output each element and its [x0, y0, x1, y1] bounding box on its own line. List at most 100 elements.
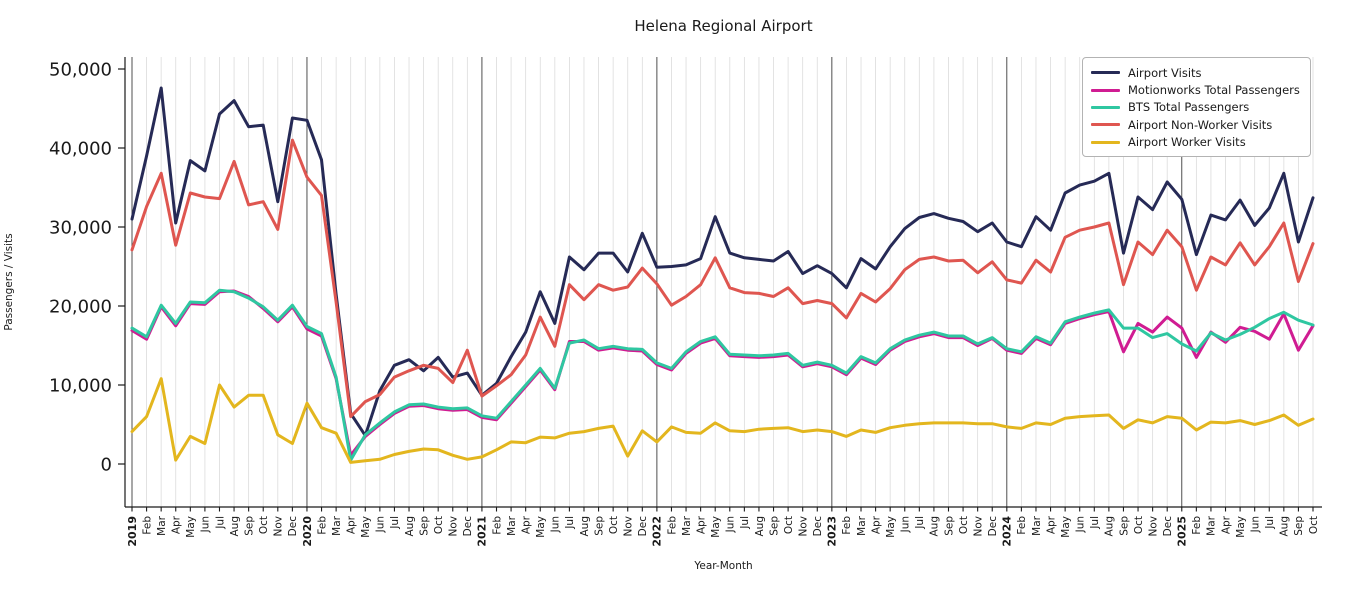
x-tick-label: Apr [520, 515, 532, 534]
legend-swatch-icon [1091, 105, 1120, 109]
y-tick-label: 20,000 [49, 297, 112, 318]
x-axis-label: Year-Month [694, 560, 753, 572]
x-tick-label: Apr [1045, 515, 1057, 534]
x-tick-label: Jul [1089, 516, 1101, 530]
x-tick-label: Jun [200, 516, 212, 533]
x-tick-label: Sep [418, 516, 430, 536]
x-tick-label: Feb [841, 516, 853, 535]
x-tick-label: Jul [739, 516, 751, 530]
x-tick-label: Mar [1031, 515, 1043, 535]
x-tick-label: Sep [593, 516, 605, 536]
legend-swatch-icon [1091, 88, 1120, 92]
x-tick-label: Jun [375, 516, 387, 533]
series-line-bts-total-passengers [130, 288, 1315, 462]
x-tick-label: Aug [579, 516, 591, 537]
x-tick-label: Jun [1249, 516, 1261, 533]
x-tick-label: Nov [1147, 516, 1159, 537]
x-tick-label: May [360, 516, 372, 538]
x-tick-label: Sep [1293, 516, 1305, 536]
x-tick-label: Feb [1191, 516, 1203, 535]
x-tick-label: Nov [273, 516, 285, 537]
x-tick-label: Dec [812, 516, 824, 537]
x-tick-label: Feb [141, 516, 153, 535]
legend-swatch-icon [1091, 123, 1120, 127]
x-tick-label: Sep [768, 516, 780, 536]
x-tick-label: Oct [1133, 516, 1145, 534]
x-tick-label: Jun [1075, 516, 1087, 533]
x-tick-label: Oct [1308, 516, 1320, 534]
chart-title: Helena Regional Airport [634, 17, 813, 35]
x-tick-label: Oct [783, 516, 795, 534]
x-tick-label: Mar [856, 515, 868, 535]
x-tick-label: 2022 [651, 516, 664, 547]
legend-swatch-icon [1091, 140, 1120, 144]
x-tick-label: Jul [1264, 516, 1276, 530]
x-tick-label: Aug [229, 516, 241, 537]
y-axis-label: Passengers / Visits [3, 233, 15, 331]
x-tick-label: 2020 [301, 516, 314, 547]
x-tick-label: Feb [316, 516, 328, 535]
x-tick-label: Aug [1104, 516, 1116, 537]
x-tick-label: 2025 [1176, 516, 1189, 547]
x-tick-label: Nov [623, 516, 635, 537]
x-tick-label: Oct [258, 516, 270, 534]
legend-item: Airport Worker Visits [1091, 134, 1302, 151]
x-tick-label: May [185, 516, 197, 538]
x-tick-label: Apr [1220, 515, 1232, 534]
x-tick-label: Apr [171, 515, 183, 534]
x-tick-label: Dec [1162, 516, 1174, 537]
x-tick-label: Dec [637, 516, 649, 537]
x-tick-label: May [1235, 516, 1247, 538]
x-tick-label: Oct [608, 516, 620, 534]
series-line-airport-visits [130, 86, 1315, 438]
x-tick-label: Mar [1206, 515, 1218, 535]
x-tick-label: May [710, 516, 722, 538]
x-tick-label: Nov [448, 516, 460, 537]
x-tick-label: Dec [287, 516, 299, 537]
legend-item: Airport Non-Worker Visits [1091, 116, 1302, 133]
legend-item: Airport Visits [1091, 64, 1302, 81]
x-tick-label: Jun [725, 516, 737, 533]
x-tick-label: 2019 [126, 516, 139, 547]
legend-label: BTS Total Passengers [1128, 100, 1250, 115]
y-tick-label: 30,000 [49, 218, 112, 239]
x-tick-label: Apr [870, 515, 882, 534]
x-tick-label: Sep [243, 516, 255, 536]
x-tick-label: Dec [462, 516, 474, 537]
x-tick-label: Jul [914, 516, 926, 530]
x-tick-label: Aug [404, 516, 416, 537]
legend-item: BTS Total Passengers [1091, 99, 1302, 116]
series-line-airport-non-worker-visits [130, 138, 1315, 419]
legend-label: Motionworks Total Passengers [1128, 83, 1300, 98]
y-tick-label: 0 [101, 455, 112, 476]
x-tick-label: Aug [1279, 516, 1291, 537]
x-tick-label: Mar [681, 515, 693, 535]
x-tick-label: May [885, 516, 897, 538]
x-tick-label: Mar [156, 515, 168, 535]
x-tick-label: Apr [695, 515, 707, 534]
x-tick-label: Aug [929, 516, 941, 537]
x-tick-label: 2023 [826, 516, 839, 547]
series-line-motionworks-total-passengers [130, 289, 1315, 457]
legend-label: Airport Non-Worker Visits [1128, 117, 1273, 132]
x-tick-label: Feb [491, 516, 503, 535]
x-tick-label: Oct [958, 516, 970, 534]
x-tick-label: May [1060, 516, 1072, 538]
legend-label: Airport Worker Visits [1128, 135, 1246, 150]
x-tick-label: Feb [666, 516, 678, 535]
x-tick-label: Jun [900, 516, 912, 533]
series-line-airport-worker-visits [130, 377, 1315, 464]
x-tick-label: 2024 [1001, 516, 1014, 547]
x-tick-label: Mar [506, 515, 518, 535]
x-tick-label: Sep [1118, 516, 1130, 536]
x-tick-label: Jul [389, 516, 401, 530]
x-tick-label: Jul [214, 516, 226, 530]
x-tick-label: Jul [564, 516, 576, 530]
x-tick-label: Aug [754, 516, 766, 537]
x-tick-label: May [535, 516, 547, 538]
x-tick-label: Oct [433, 516, 445, 534]
legend-label: Airport Visits [1128, 65, 1202, 80]
